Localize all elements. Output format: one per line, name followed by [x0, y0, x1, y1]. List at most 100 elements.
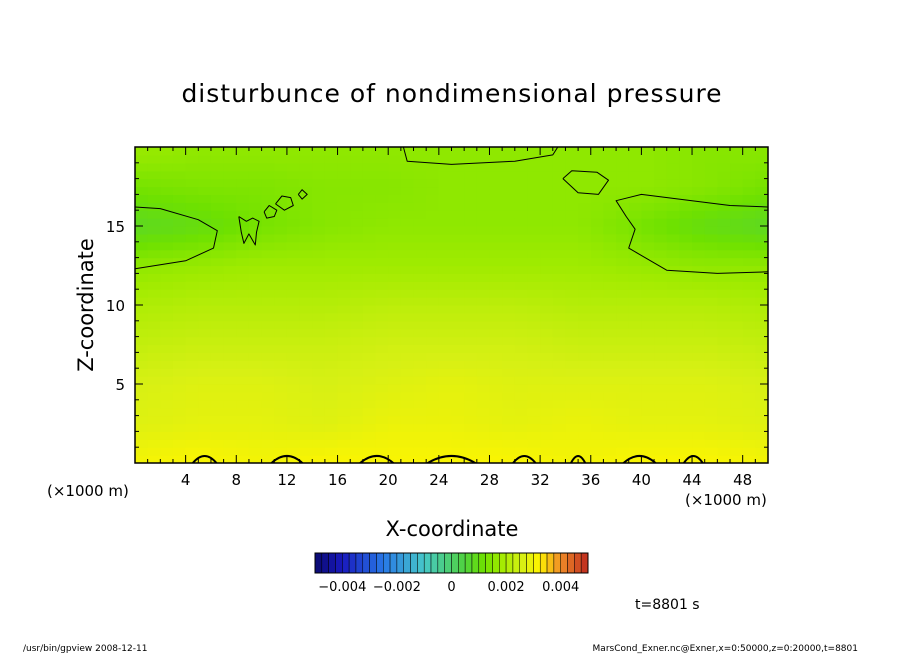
field-cell — [160, 320, 174, 330]
field-cell — [274, 226, 288, 235]
field-cell — [274, 178, 288, 188]
field-cell — [616, 265, 630, 274]
field-cell — [198, 344, 212, 353]
field-cell — [160, 233, 174, 243]
field-cell — [514, 147, 529, 156]
colorbar-cell — [471, 552, 480, 574]
field-cell — [160, 344, 174, 353]
field-cell — [350, 194, 364, 203]
field-cell — [135, 218, 149, 227]
field-cell — [692, 241, 706, 251]
field-cell — [388, 352, 402, 361]
field-cell — [160, 162, 174, 172]
field-cell — [350, 328, 364, 338]
field-cell — [540, 194, 554, 203]
field-cell — [147, 360, 161, 369]
field-cell — [185, 226, 199, 235]
field-cell — [324, 447, 339, 456]
field-cell — [147, 336, 161, 346]
field-cell — [730, 249, 744, 259]
field-cell — [135, 170, 149, 180]
field-cell — [274, 202, 288, 211]
field-cell — [717, 455, 731, 463]
field-cell — [451, 312, 465, 322]
field-cell — [755, 431, 768, 440]
field-cell — [223, 218, 237, 227]
field-cell — [388, 162, 402, 172]
field-cell — [717, 218, 731, 227]
field-cell — [565, 328, 579, 338]
field-cell — [438, 384, 453, 393]
field-cell — [527, 210, 541, 219]
field-cell — [185, 320, 199, 330]
field-cell — [198, 186, 212, 195]
field-cell — [654, 407, 668, 417]
field-cell — [755, 281, 768, 290]
field-cell — [451, 154, 465, 164]
field-cell — [236, 407, 250, 417]
field-cell — [185, 384, 199, 393]
field-cell — [641, 384, 655, 393]
field-cell — [400, 399, 415, 409]
field-cell — [679, 265, 693, 274]
field-cell — [755, 447, 768, 456]
field-cell — [514, 328, 529, 338]
field-cell — [641, 226, 655, 235]
field-cell — [679, 431, 693, 440]
field-cell — [666, 455, 680, 463]
field-cell — [704, 249, 718, 259]
field-cell — [248, 391, 263, 401]
field-cell — [312, 368, 326, 377]
field-cell — [552, 154, 567, 164]
field-cell — [198, 439, 212, 448]
field-cell — [451, 376, 465, 385]
field-cell — [704, 423, 718, 432]
field-cell — [514, 439, 529, 448]
field-cell — [286, 226, 301, 235]
field-cell — [666, 415, 680, 425]
field-cell — [223, 360, 237, 369]
field-cell — [438, 360, 453, 369]
field-cell — [476, 384, 491, 393]
field-cell — [337, 297, 351, 306]
colorbar-cell — [321, 552, 329, 574]
field-cell — [413, 233, 427, 243]
field-cell — [299, 439, 313, 448]
field-cell — [704, 320, 718, 330]
field-cell — [426, 186, 440, 195]
field-cell — [679, 415, 693, 425]
field-cell — [426, 455, 440, 463]
field-cell — [514, 336, 529, 346]
field-cell — [362, 210, 377, 219]
field-cell — [527, 305, 541, 314]
field-cell — [337, 368, 351, 377]
y-axis-label: Z-coordinate — [74, 238, 98, 372]
colorbar-cell — [342, 552, 350, 574]
field-cell — [641, 407, 655, 417]
field-cell — [299, 328, 313, 338]
field-cell — [413, 391, 427, 401]
field-cell — [704, 376, 718, 385]
field-cell — [388, 147, 402, 156]
field-cell — [717, 431, 731, 440]
field-cell — [742, 154, 756, 164]
field-cell — [210, 218, 225, 227]
field-cell — [565, 384, 579, 393]
field-cell — [362, 218, 377, 227]
colorbar-tick-label: −0.004 — [318, 580, 366, 595]
field-cell — [540, 384, 554, 393]
field-cell — [552, 281, 567, 290]
field-cell — [616, 241, 630, 251]
field-cell — [578, 439, 592, 448]
field-cell — [147, 281, 161, 290]
field-cell — [185, 178, 199, 188]
field-cell — [540, 218, 554, 227]
field-cell — [312, 439, 326, 448]
field-cell — [337, 407, 351, 417]
field-cell — [135, 360, 149, 369]
field-cell — [248, 162, 263, 172]
field-cell — [135, 431, 149, 440]
field-cell — [210, 439, 225, 448]
field-cell — [248, 305, 263, 314]
field-cell — [362, 226, 377, 235]
